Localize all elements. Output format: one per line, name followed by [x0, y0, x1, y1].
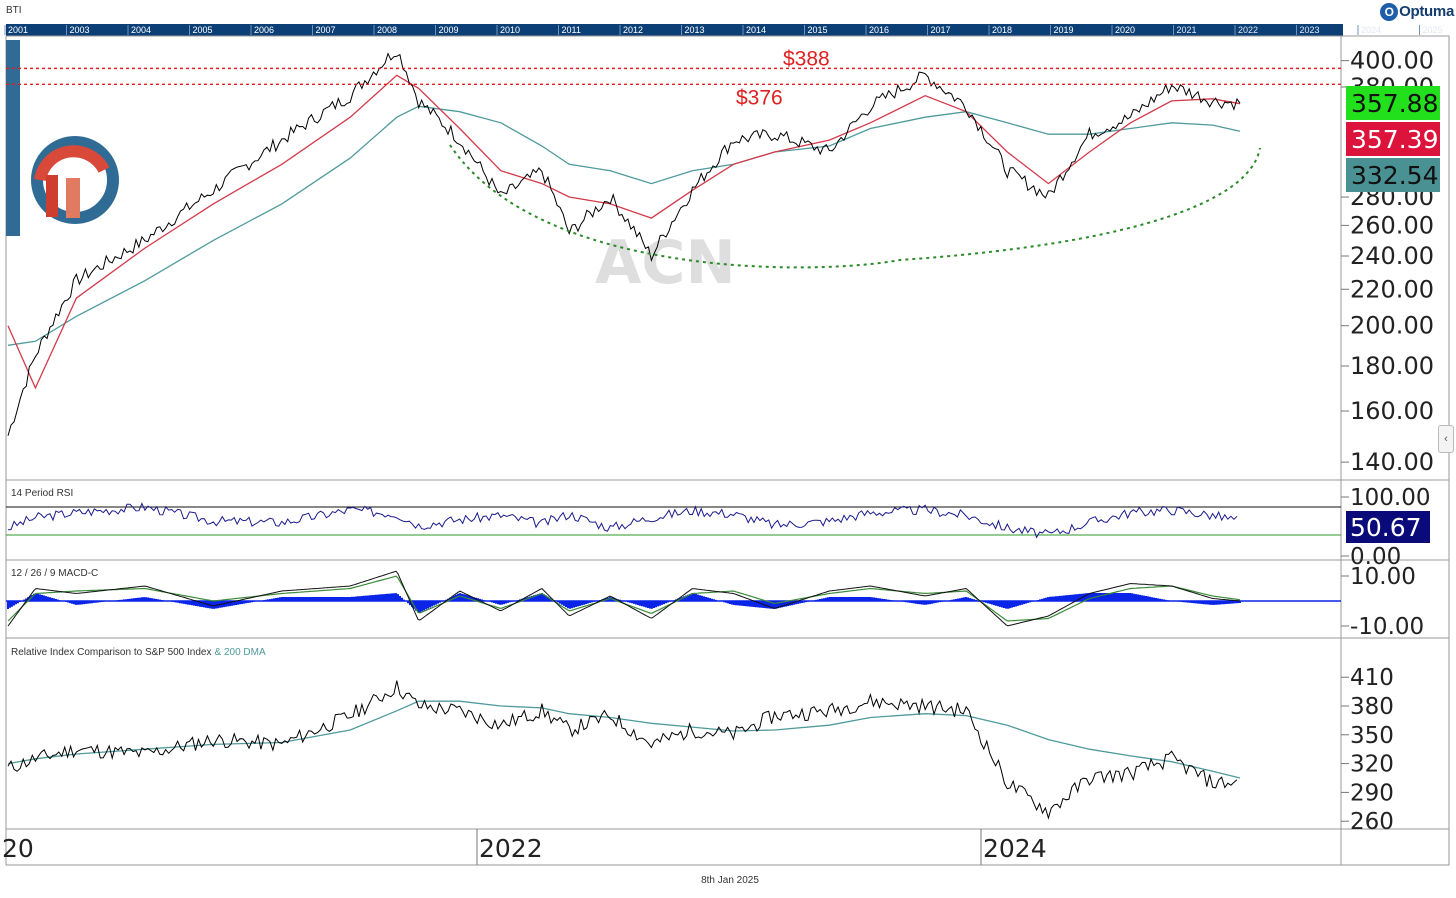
- macd-line: [7, 570, 1241, 627]
- timeline-year-label[interactable]: 2010: [500, 25, 520, 35]
- optuma-logo-icon: O: [1380, 3, 1399, 21]
- macd-title: 12 / 26 / 9 MACD-C: [11, 568, 98, 579]
- timeline-year-label[interactable]: 2024: [1361, 25, 1381, 35]
- rsi-tick-label: 0.00: [1350, 544, 1401, 570]
- timeline-bar[interactable]: [6, 24, 1343, 36]
- value-badge: [1346, 86, 1440, 120]
- timeline-year-label[interactable]: 2001: [8, 25, 28, 35]
- timeline-year-label[interactable]: 2014: [746, 25, 766, 35]
- value-badge-label: 332.54: [1351, 161, 1438, 190]
- timeline-year-label[interactable]: 2019: [1054, 25, 1074, 35]
- price-panel: $388$376: [6, 47, 1341, 436]
- resistance-label: $388: [783, 47, 830, 70]
- timeline-year-label[interactable]: 2021: [1177, 25, 1197, 35]
- price-tick-label: 140.00: [1350, 448, 1434, 476]
- rsi-badge: [1346, 511, 1430, 543]
- price-tick-label: 400.00: [1350, 47, 1434, 75]
- ma-short-line: [7, 74, 1241, 390]
- price-tick-label: 160.00: [1350, 397, 1434, 425]
- footer-date: 8th Jan 2025: [701, 875, 759, 886]
- timeline-year-label[interactable]: 2007: [316, 25, 336, 35]
- price-tick-label: 200.00: [1350, 312, 1434, 340]
- watermark: ACN: [595, 228, 736, 298]
- relative-tick-label: 410: [1350, 665, 1394, 691]
- timeline-year-label[interactable]: 2016: [869, 25, 889, 35]
- macd-tick-label: 10.00: [1350, 564, 1416, 590]
- value-badge-label: 357.88: [1351, 89, 1438, 118]
- symbol-label: BTI: [6, 5, 22, 16]
- rsi-title: 14 Period RSI: [11, 488, 73, 499]
- macd-panel: [6, 570, 1341, 627]
- timeline-year-label[interactable]: 2008: [377, 25, 397, 35]
- relative-tick-label: 290: [1350, 780, 1394, 806]
- brand-logo: O Optuma: [1380, 3, 1454, 21]
- x-tick-label: 2024: [983, 834, 1047, 863]
- timeline-year-label[interactable]: 2005: [193, 25, 213, 35]
- relative-title-suffix: & 200 DMA: [215, 647, 266, 658]
- rsi-badge-label: 50.67: [1350, 513, 1422, 542]
- timeline-year-label[interactable]: 2009: [439, 25, 459, 35]
- timeline-year-label[interactable]: 2023: [1300, 25, 1320, 35]
- relative-tick-label: 380: [1350, 694, 1394, 720]
- panel-frames: [5, 35, 1450, 866]
- cup-pattern-curve: [449, 144, 1261, 269]
- price-tick-label: 180.00: [1350, 352, 1434, 380]
- timeline-labels: 2001 2003 2004 2005 2006 2007 2008 2009 2010 2011…: [4, 25, 1443, 35]
- panel-collapse-chevron-icon[interactable]: ‹: [1438, 425, 1454, 453]
- x-tick-label: 2022: [479, 834, 543, 863]
- rsi-panel: [6, 502, 1341, 539]
- macd-tick-label: -10.00: [1350, 614, 1424, 640]
- relative-title: Relative Index Comparison to S&P 500 Ind…: [11, 647, 266, 658]
- value-badge: [1346, 122, 1440, 156]
- timeline-year-label[interactable]: 2006: [254, 25, 274, 35]
- timeline-year-label[interactable]: 2013: [685, 25, 705, 35]
- timeline-year-label[interactable]: 2011: [562, 25, 581, 35]
- price-tick-label: 240.00: [1350, 242, 1434, 270]
- price-line: [7, 52, 1241, 436]
- rsi-line: [7, 502, 1238, 539]
- timeline-year-label[interactable]: 2012: [623, 25, 643, 35]
- relative-panel: [7, 680, 1241, 820]
- relative-tick-label: 350: [1350, 723, 1394, 749]
- relative-tick-label: 320: [1350, 752, 1394, 778]
- timeline-year-label[interactable]: 2017: [931, 25, 951, 35]
- relative-line: [7, 680, 1238, 820]
- relative-dma-line: [7, 700, 1241, 779]
- x-tick-label-edge: 20: [2, 834, 34, 863]
- timeline-year-label[interactable]: 2003: [70, 25, 90, 35]
- ma-long-line: [7, 105, 1241, 346]
- brand-name: Optuma: [1399, 3, 1454, 20]
- company-logo-icon: [6, 40, 119, 236]
- timeline-year-label[interactable]: 2022: [1238, 25, 1258, 35]
- macd-histogram: [7, 593, 1241, 613]
- resistance-label: $376: [736, 86, 783, 109]
- value-badge-label: 357.39: [1351, 125, 1438, 154]
- timeline-year-label[interactable]: 2004: [131, 25, 151, 35]
- timeline-year-label[interactable]: 2015: [808, 25, 828, 35]
- timeline-year-label[interactable]: 2020: [1115, 25, 1135, 35]
- relative-tick-label: 260: [1350, 809, 1394, 835]
- rsi-tick-label: 100.00: [1350, 485, 1430, 511]
- relative-title-main: Relative Index Comparison to S&P 500 Ind…: [11, 647, 212, 658]
- axes: 400.00380.00280.00260.00240.00220.00200.…: [2, 47, 1440, 865]
- timeline-year-label[interactable]: 2018: [992, 25, 1012, 35]
- price-tick-label: 260.00: [1350, 211, 1434, 239]
- value-badge: [1346, 158, 1440, 192]
- timeline-year-label[interactable]: 2025: [1423, 25, 1443, 35]
- price-tick-label: 220.00: [1350, 275, 1434, 303]
